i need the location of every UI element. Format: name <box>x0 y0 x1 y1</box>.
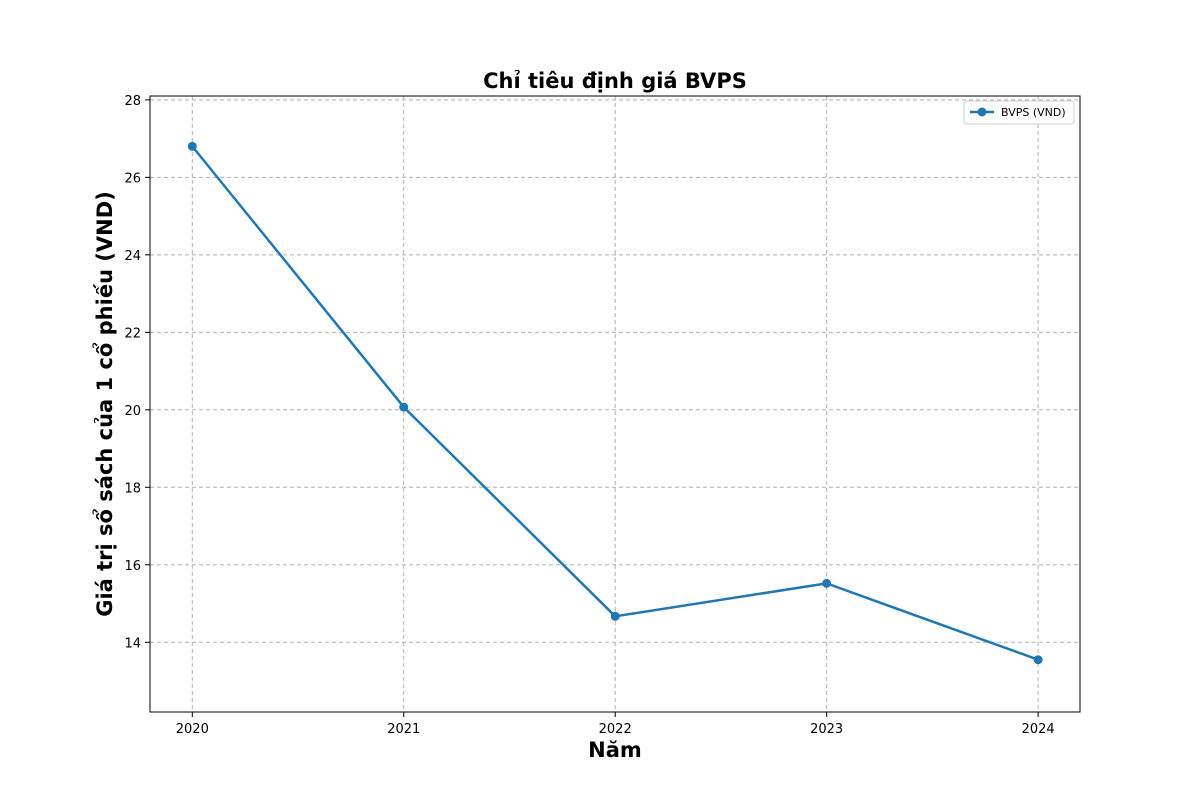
y-tick-label: 28 <box>124 94 141 109</box>
y-tick-label: 24 <box>124 249 141 264</box>
data-point <box>187 141 197 151</box>
data-point <box>399 402 409 412</box>
x-tick-label: 2021 <box>387 722 420 737</box>
y-tick-label: 14 <box>124 636 141 651</box>
y-tick-label: 16 <box>124 559 141 574</box>
x-axis-ticks: 2020 2021 2022 2023 2024 <box>176 712 1055 737</box>
legend-box <box>963 100 1075 125</box>
x-tick-label: 2024 <box>1022 722 1055 737</box>
series-layer <box>187 141 1043 665</box>
legend-label: BVPS (VND) <box>1001 106 1066 119</box>
x-tick-label: 2020 <box>176 722 209 737</box>
x-axis-title: Năm <box>588 738 642 762</box>
x-tick-label: 2022 <box>599 722 632 737</box>
y-axis-ticks: 14 16 18 20 22 24 26 28 <box>124 94 150 651</box>
y-tick-label: 22 <box>124 326 141 341</box>
y-tick-label: 26 <box>124 171 141 186</box>
chart-title: Chỉ tiêu định giá BVPS <box>483 69 747 93</box>
y-tick-label: 20 <box>124 404 141 419</box>
legend-marker-swatch <box>977 107 987 117</box>
y-tick-label: 18 <box>124 481 141 496</box>
data-point <box>610 611 620 621</box>
legend: BVPS (VND) <box>963 100 1075 125</box>
y-axis-title: Giá trị sổ sách của 1 cổ phiếu (VND) <box>92 191 117 617</box>
grid <box>150 96 1080 712</box>
x-tick-label: 2023 <box>810 722 843 737</box>
data-point <box>1033 655 1043 665</box>
data-point <box>822 578 832 588</box>
